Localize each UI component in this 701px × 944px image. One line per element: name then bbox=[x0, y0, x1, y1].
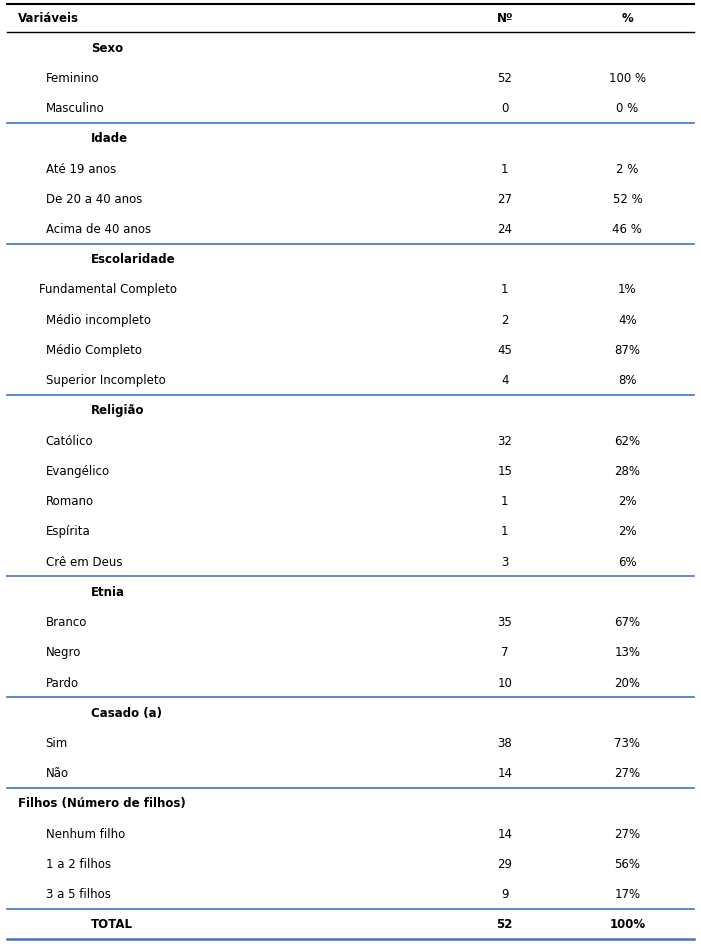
Text: 32: 32 bbox=[497, 434, 512, 447]
Text: 27%: 27% bbox=[614, 827, 641, 840]
Text: 52 %: 52 % bbox=[613, 193, 642, 206]
Text: 27%: 27% bbox=[614, 767, 641, 780]
Text: 0: 0 bbox=[501, 102, 508, 115]
Text: Idade: Idade bbox=[91, 132, 128, 145]
Text: 45: 45 bbox=[497, 344, 512, 357]
Text: 87%: 87% bbox=[614, 344, 641, 357]
Text: Evangélico: Evangélico bbox=[46, 464, 109, 478]
Text: 15: 15 bbox=[497, 464, 512, 478]
Text: 14: 14 bbox=[497, 767, 512, 780]
Text: 1 a 2 filhos: 1 a 2 filhos bbox=[46, 857, 111, 870]
Text: 14: 14 bbox=[497, 827, 512, 840]
Text: 2: 2 bbox=[501, 313, 508, 327]
Text: 10: 10 bbox=[497, 676, 512, 689]
Text: 1: 1 bbox=[501, 162, 508, 176]
Text: TOTAL: TOTAL bbox=[91, 918, 133, 931]
Text: 3: 3 bbox=[501, 555, 508, 568]
Text: 3 a 5 filhos: 3 a 5 filhos bbox=[46, 887, 111, 901]
Text: 100%: 100% bbox=[609, 918, 646, 931]
Text: 2%: 2% bbox=[618, 495, 637, 508]
Text: 4: 4 bbox=[501, 374, 508, 387]
Text: 7: 7 bbox=[501, 646, 508, 659]
Text: Casado (a): Casado (a) bbox=[91, 706, 162, 719]
Text: De 20 a 40 anos: De 20 a 40 anos bbox=[46, 193, 142, 206]
Text: 62%: 62% bbox=[614, 434, 641, 447]
Text: Etnia: Etnia bbox=[91, 585, 125, 598]
Text: Médio incompleto: Médio incompleto bbox=[46, 313, 151, 327]
Text: Crê em Deus: Crê em Deus bbox=[46, 555, 122, 568]
Text: Feminino: Feminino bbox=[46, 72, 99, 85]
Text: Variáveis: Variáveis bbox=[18, 12, 79, 25]
Text: Escolaridade: Escolaridade bbox=[91, 253, 176, 266]
Text: 56%: 56% bbox=[614, 857, 641, 870]
Text: Espírita: Espírita bbox=[46, 525, 90, 538]
Text: 2%: 2% bbox=[618, 525, 637, 538]
Text: Sexo: Sexo bbox=[91, 42, 123, 55]
Text: Nenhum filho: Nenhum filho bbox=[46, 827, 125, 840]
Text: 28%: 28% bbox=[614, 464, 641, 478]
Text: 0 %: 0 % bbox=[616, 102, 639, 115]
Text: 52: 52 bbox=[496, 918, 513, 931]
Text: 24: 24 bbox=[497, 223, 512, 236]
Text: 46 %: 46 % bbox=[613, 223, 642, 236]
Text: 1: 1 bbox=[501, 525, 508, 538]
Text: 27: 27 bbox=[497, 193, 512, 206]
Text: 1: 1 bbox=[501, 283, 508, 296]
Text: Pardo: Pardo bbox=[46, 676, 79, 689]
Text: Fundamental Completo: Fundamental Completo bbox=[39, 283, 177, 296]
Text: Filhos (Número de filhos): Filhos (Número de filhos) bbox=[18, 797, 185, 810]
Text: Negro: Negro bbox=[46, 646, 81, 659]
Text: Não: Não bbox=[46, 767, 69, 780]
Text: Branco: Branco bbox=[46, 615, 87, 629]
Text: 1: 1 bbox=[501, 495, 508, 508]
Text: 67%: 67% bbox=[614, 615, 641, 629]
Text: Até 19 anos: Até 19 anos bbox=[46, 162, 116, 176]
Text: Religião: Religião bbox=[91, 404, 144, 417]
Text: %: % bbox=[622, 12, 633, 25]
Text: Católico: Católico bbox=[46, 434, 93, 447]
Text: Médio Completo: Médio Completo bbox=[46, 344, 142, 357]
Text: 20%: 20% bbox=[614, 676, 641, 689]
Text: 6%: 6% bbox=[618, 555, 637, 568]
Text: 73%: 73% bbox=[614, 736, 641, 750]
Text: 100 %: 100 % bbox=[609, 72, 646, 85]
Text: 8%: 8% bbox=[618, 374, 637, 387]
Text: 38: 38 bbox=[497, 736, 512, 750]
Text: Sim: Sim bbox=[46, 736, 68, 750]
Text: Romano: Romano bbox=[46, 495, 94, 508]
Text: Nº: Nº bbox=[496, 12, 513, 25]
Text: 29: 29 bbox=[497, 857, 512, 870]
Text: 13%: 13% bbox=[614, 646, 641, 659]
Text: 1%: 1% bbox=[618, 283, 637, 296]
Text: 9: 9 bbox=[501, 887, 508, 901]
Text: Masculino: Masculino bbox=[46, 102, 104, 115]
Text: Acima de 40 anos: Acima de 40 anos bbox=[46, 223, 151, 236]
Text: 17%: 17% bbox=[614, 887, 641, 901]
Text: 2 %: 2 % bbox=[616, 162, 639, 176]
Text: Superior Incompleto: Superior Incompleto bbox=[46, 374, 165, 387]
Text: 4%: 4% bbox=[618, 313, 637, 327]
Text: 52: 52 bbox=[497, 72, 512, 85]
Text: 35: 35 bbox=[497, 615, 512, 629]
